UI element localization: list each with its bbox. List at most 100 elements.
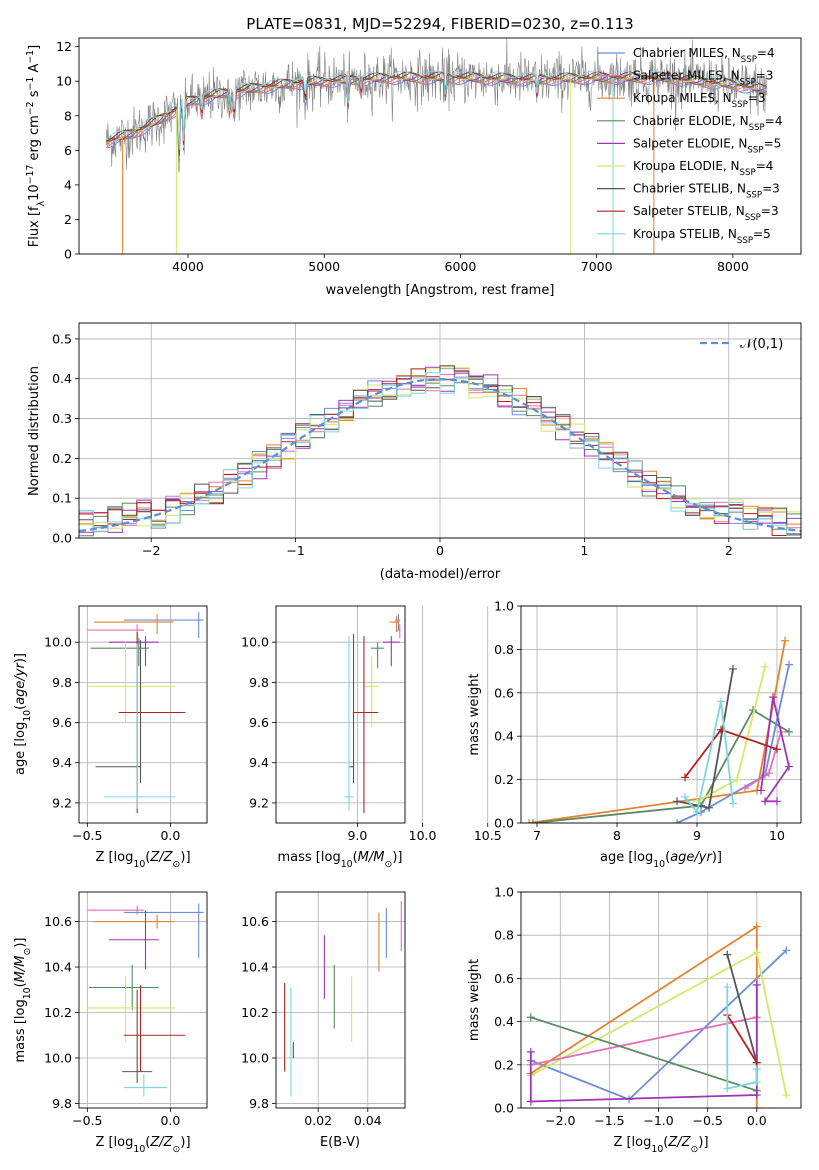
spectrum-plot-area <box>105 38 767 254</box>
y-tick-label: 0 <box>64 247 72 262</box>
x-axis-label: Z [log10(Z/Z⊙)] <box>95 850 190 870</box>
mass-vs-ebv-panel: 0.02 0.04 9.8 10.0 10.2 10.4 10.6 E(B-V) <box>241 891 406 1150</box>
mass-vs-Z-frame <box>78 891 208 1109</box>
x-axis-label: mass [log10(M/M⊙)] <box>278 850 403 870</box>
x-tick-label: 0.04 <box>354 1113 382 1128</box>
x-tick-label: 2 <box>725 543 733 558</box>
legend-label: Chabrier ELODIE, NSSP=4 <box>633 114 782 133</box>
y-tick-label: 10 <box>56 74 72 89</box>
mass-vs-Z-panel: −0.5 0.0 9.8 10.0 10.2 10.4 10.6 Z [log10(Z/Z⊙)… <box>13 891 208 1155</box>
y-tick-label: 0.0 <box>494 816 514 831</box>
age-vs-mass-frame <box>275 605 406 824</box>
weight-point-marker <box>781 636 789 645</box>
weight-line-5 <box>529 984 758 1103</box>
weight-point-marker <box>693 808 701 817</box>
weight-line-8 <box>684 701 734 815</box>
spectrum-frame <box>78 37 802 255</box>
weight-point-marker <box>752 948 761 957</box>
weight-point-marker <box>673 819 681 823</box>
x-axis-label: (data-model)/error <box>380 567 501 582</box>
weight-point-marker <box>526 1097 535 1106</box>
residuals-panel: −2 −1 0 1 2 0.0 0.1 0.2 0.3 0.4 0.5 𝒩(0,1) (data-mod… <box>27 322 802 582</box>
x-tick-label: 6000 <box>445 259 477 274</box>
y-tick-label: 1.0 <box>494 885 514 900</box>
weight-point-marker <box>769 693 777 702</box>
weight-point-marker <box>752 980 761 989</box>
x-tick-label: 10.5 <box>474 828 502 843</box>
weight-point-marker <box>752 1104 761 1108</box>
age-vs-mass-plot-area <box>344 614 401 813</box>
weight-point-marker <box>757 786 765 795</box>
residuals-plot-area <box>79 365 801 537</box>
x-tick-label: −1 <box>286 543 304 558</box>
weight-point-marker <box>733 775 741 784</box>
weight-point-marker <box>782 1091 791 1100</box>
y-tick-label: 9.8 <box>249 675 269 690</box>
y-tick-label: 10.4 <box>241 960 269 975</box>
weight-point-marker <box>717 697 725 706</box>
weight-point-marker <box>761 662 769 671</box>
weight-point-marker <box>681 792 689 801</box>
weight-vs-age-frame <box>520 605 802 824</box>
model-spectrum-line-8 <box>105 70 767 150</box>
weight-point-marker <box>529 819 537 823</box>
weight-line-4 <box>530 1016 758 1092</box>
x-tick-label: 1 <box>580 543 588 558</box>
y-tick-label: 10.4 <box>44 960 72 975</box>
x-tick-label: 7 <box>533 828 541 843</box>
legend-label: Salpeter MILES, NSSP=3 <box>633 69 773 88</box>
weight-point-marker <box>741 784 749 793</box>
x-tick-label: 8000 <box>717 259 749 274</box>
y-axis-label: Flux [fλ10−17 erg cm−2 s−1 A−1] <box>25 45 47 247</box>
y-tick-label: 0.2 <box>494 1057 514 1072</box>
residuals-frame <box>78 322 802 539</box>
x-tick-label: −1.0 <box>643 1113 673 1128</box>
weight-line-3 <box>530 1016 757 1066</box>
histogram-step-8 <box>79 372 801 536</box>
x-tick-label: −0.5 <box>72 828 102 843</box>
y-tick-label: 9.8 <box>52 675 72 690</box>
y-tick-label: 0.5 <box>52 331 72 346</box>
y-tick-label: 9.4 <box>249 755 269 770</box>
y-tick-label: 0.2 <box>52 451 72 466</box>
y-tick-label: 0.2 <box>494 772 514 787</box>
normal-curve-line <box>79 378 801 533</box>
y-tick-label: 0.8 <box>494 642 514 657</box>
weight-point-marker <box>773 797 781 806</box>
weight-vs-age-plot-area <box>525 636 793 823</box>
y-tick-label: 10.0 <box>241 635 269 650</box>
y-tick-label: 9.2 <box>249 795 269 810</box>
x-tick-label: −2 <box>142 543 160 558</box>
weight-vs-Z-panel: −2.0 −1.5 −1.0 −0.5 0.0 0.0 0.2 0.4 0.6 0.8 1.0 Z [… <box>467 885 802 1155</box>
mass-vs-ebv-plot-area <box>284 901 402 1097</box>
mass-vs-ebv-frame <box>275 891 406 1109</box>
y-tick-label: 12 <box>56 39 72 54</box>
y-tick-label: 6 <box>64 143 72 158</box>
y-tick-label: 10.2 <box>241 1005 269 1020</box>
weight-point-marker <box>761 797 769 806</box>
weight-point-marker <box>729 664 737 673</box>
y-tick-label: 9.6 <box>249 715 269 730</box>
weight-point-marker <box>723 1084 732 1093</box>
weight-line-6 <box>726 954 758 1063</box>
y-axis-label: mass [log10(M/M⊙)] <box>13 938 33 1063</box>
weight-vs-Z-plot-area <box>526 922 791 1108</box>
weight-point-marker <box>752 1091 761 1100</box>
model-spectrum-line-5 <box>106 73 767 158</box>
weight-point-marker <box>765 769 773 778</box>
y-tick-label: 9.6 <box>52 715 72 730</box>
model-spectrum-line-6 <box>106 72 767 156</box>
legend-label: Kroupa ELODIE, NSSP=4 <box>633 159 773 178</box>
y-tick-label: 9.8 <box>52 1096 72 1111</box>
y-axis-label: Normed distribution <box>27 366 42 496</box>
y-tick-label: 0.4 <box>494 729 514 744</box>
y-tick-label: 1.0 <box>494 599 514 614</box>
x-tick-label: −0.5 <box>692 1113 722 1128</box>
x-tick-label: 10 <box>769 828 785 843</box>
weight-point-marker <box>526 1013 535 1022</box>
weight-point-marker <box>752 922 761 931</box>
y-tick-label: 10.0 <box>44 1050 72 1065</box>
y-axis-label: mass weight <box>467 673 482 755</box>
